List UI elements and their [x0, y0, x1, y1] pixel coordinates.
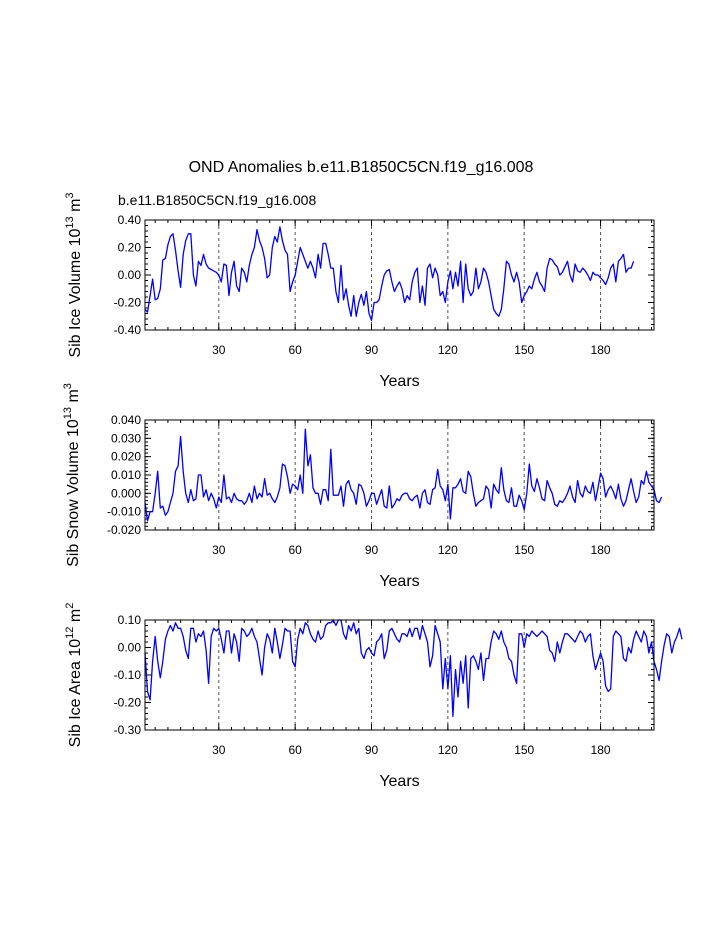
y-axis-label: Sib Ice Volume 1013 m3 [64, 192, 84, 357]
x-axis-label: Years [379, 573, 419, 590]
y-tick-label: -0.20 [114, 296, 142, 310]
x-tick-label: 120 [438, 743, 458, 757]
x-tick-label: 180 [591, 543, 611, 557]
y-tick-label: 0.000 [111, 486, 141, 500]
x-tick-label: 180 [591, 743, 611, 757]
y-tick-label: 0.10 [118, 613, 142, 627]
y-tick-label: 0.030 [111, 431, 141, 445]
y-tick-label: 0.040 [111, 413, 141, 427]
y-tick-label: -0.010 [107, 505, 141, 519]
x-tick-label: 150 [514, 343, 534, 357]
x-tick-label: 60 [288, 343, 302, 357]
y-tick-label: -0.20 [114, 696, 142, 710]
y-tick-label: 0.020 [111, 450, 141, 464]
y-axis-label: Sib Ice Area 1012 m2 [64, 603, 84, 748]
x-tick-label: 120 [438, 543, 458, 557]
x-tick-label: 180 [591, 343, 611, 357]
plot-frame [144, 219, 655, 331]
panel-ice-volume: 30 60 90 120 150 180 -0.40 -0.20 0.00 0.20 0.40 Yea… [64, 192, 655, 390]
figure-title: OND Anomalies b.e11.B1850C5CN.f19_g16.00… [189, 159, 534, 176]
y-tick-label: 0.00 [118, 641, 142, 655]
y-axis-label: Sib Snow Volume 1013 m3 [62, 383, 82, 567]
plot-frame [144, 619, 655, 731]
x-tick-label: 30 [212, 543, 226, 557]
x-tick-label: 150 [514, 743, 534, 757]
y-tick-label: 0.40 [118, 213, 142, 227]
series-line-snow-volume [144, 428, 663, 522]
series-line-ice-volume [144, 226, 635, 322]
y-tick-label: -0.020 [107, 523, 141, 537]
y-tick-label: 0.00 [118, 268, 142, 282]
y-tick-label: -0.30 [114, 723, 142, 737]
x-axis-label: Years [379, 773, 419, 790]
y-tick-label: 0.20 [118, 241, 142, 255]
x-tick-label: 90 [365, 543, 379, 557]
x-tick-label: 30 [212, 743, 226, 757]
y-tick-label: -0.10 [114, 668, 142, 682]
y-tick-label: 0.010 [111, 468, 141, 482]
y-tick-label: -0.40 [114, 323, 142, 337]
panel-ice-area: 30 60 90 120 150 180 -0.30 -0.20 -0.10 0.00 0.10 Ye… [64, 603, 683, 790]
x-tick-label: 60 [288, 743, 302, 757]
x-axis-label: Years [379, 373, 419, 390]
series-line-ice-area [144, 619, 683, 717]
x-tick-label: 90 [365, 743, 379, 757]
panels: 30 60 90 120 150 180 -0.40 -0.20 0.00 0.20 0.40 Yea… [62, 192, 683, 790]
panel-subtitle: b.e11.B1850C5CN.f19_g16.008 [118, 192, 316, 208]
x-tick-label: 30 [212, 343, 226, 357]
x-tick-label: 150 [514, 543, 534, 557]
x-tick-label: 60 [288, 543, 302, 557]
x-tick-label: 120 [438, 343, 458, 357]
panel-snow-volume: 30 60 90 120 150 180 -0.020 -0.010 0.000 0.010 0.0… [62, 383, 663, 590]
x-tick-label: 90 [365, 343, 379, 357]
plot-frame [144, 419, 655, 531]
